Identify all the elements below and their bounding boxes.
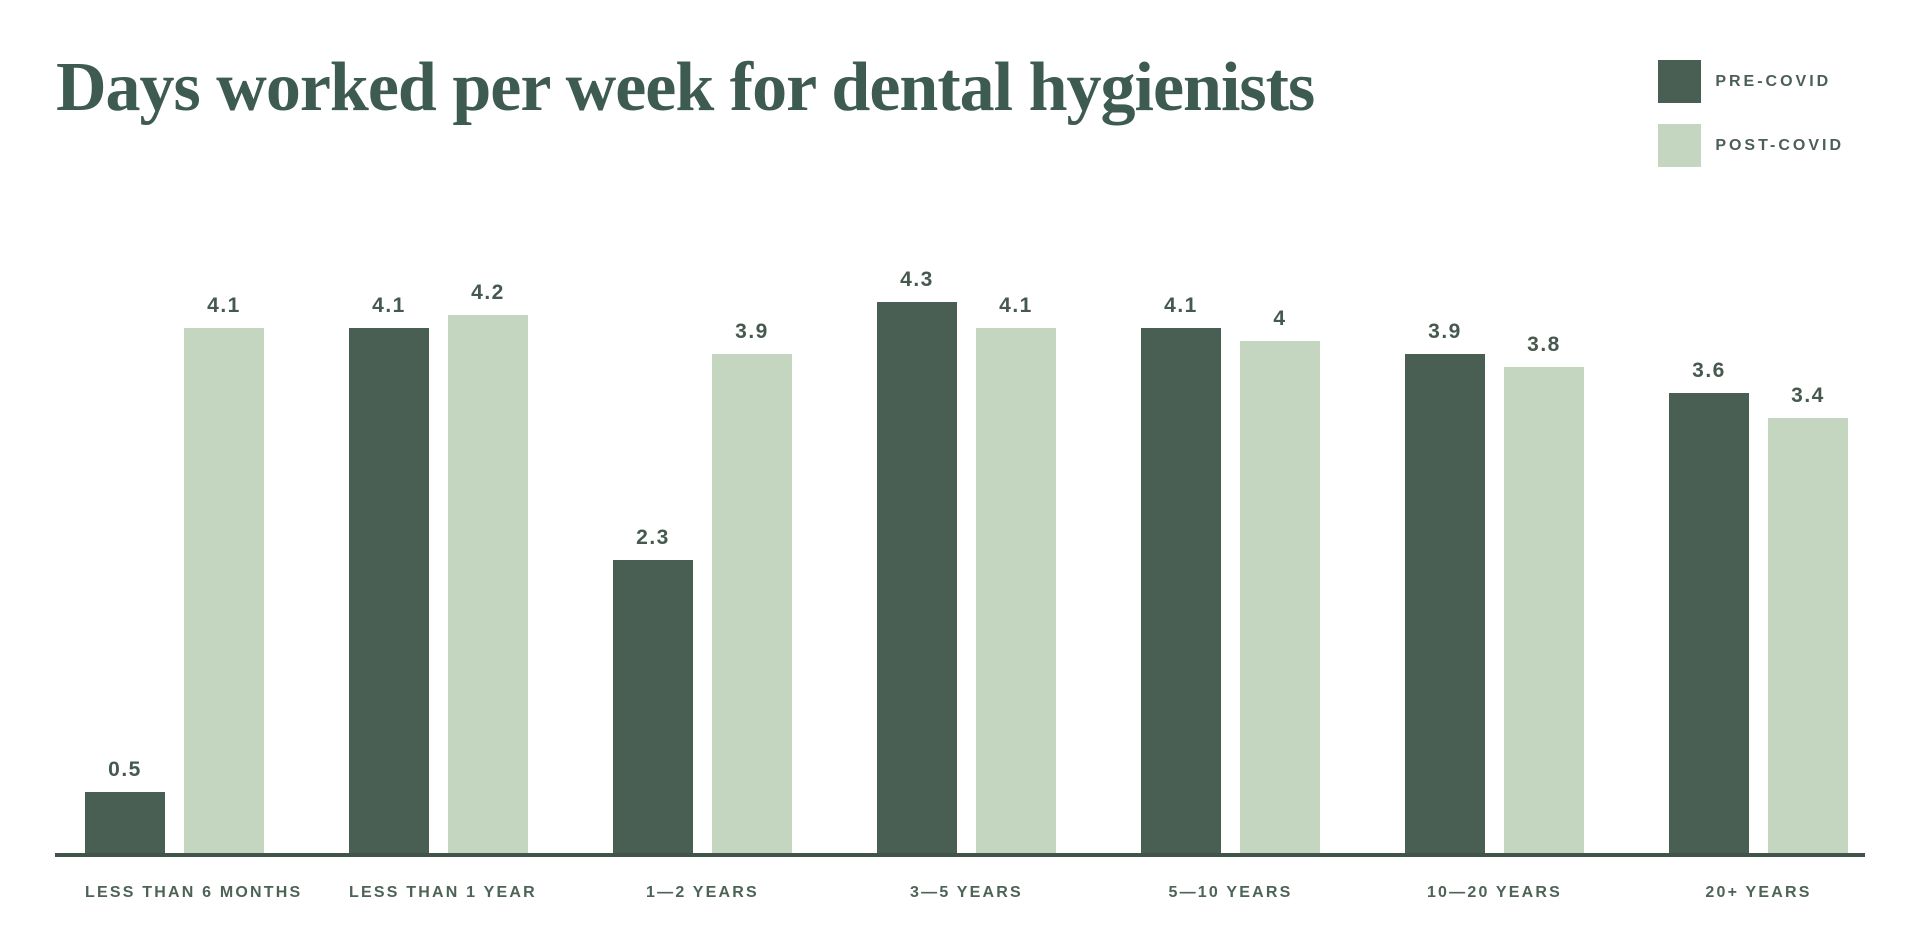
legend: PRE-COVID POST-COVID [1658,60,1844,167]
post-covid-bar-wrap: 3.4 [1768,384,1848,857]
pre-covid-bar [85,792,165,857]
category-label: LESS THAN 1 YEAR [349,884,537,901]
post-covid-bar [1504,367,1584,857]
post-covid-value-label: 4.1 [999,294,1033,317]
category-label: 10—20 YEARS [1426,884,1563,901]
bar-group: 2.3 3.9 [613,320,792,857]
pre-covid-bar-wrap: 4.1 [349,294,429,857]
pre-covid-value-label: 4.3 [900,268,934,291]
x-axis-labels: LESS THAN 6 MONTHS LESS THAN 1 YEAR 1—2 YE… [85,884,1848,902]
pre-covid-value-label: 4.1 [372,294,406,317]
bar-group: 4.3 4.1 [877,268,1056,857]
post-covid-value-label: 4.1 [207,294,241,317]
post-covid-bar [448,315,528,857]
category-label: 20+ YEARS [1705,884,1812,901]
pre-covid-bar-wrap: 3.6 [1669,359,1749,857]
bar-group: 4.1 4 [1141,294,1320,857]
post-covid-value-label: 4.2 [471,281,505,304]
post-covid-value-label: 3.8 [1527,333,1561,356]
bar-group: 3.9 3.8 [1405,320,1584,857]
post-covid-bar-wrap: 4 [1240,307,1320,857]
post-covid-value-label: 3.9 [735,320,769,343]
category-label: 1—2 YEARS [646,884,759,901]
legend-item-post-covid: POST-COVID [1658,124,1844,167]
pre-covid-value-label: 3.6 [1692,359,1726,382]
post-covid-bar [712,354,792,857]
post-covid-bar [1240,341,1320,857]
bar-group: 4.1 4.2 [349,281,528,857]
pre-covid-bar-wrap: 4.1 [1141,294,1221,857]
pre-covid-bar [1141,328,1221,857]
pre-covid-value-label: 4.1 [1164,294,1198,317]
bar-group: 3.6 3.4 [1669,359,1848,857]
category-label: 3—5 YEARS [910,884,1023,901]
bar-group: 0.5 4.1 [85,294,264,857]
category-label: LESS THAN 6 MONTHS [85,884,303,901]
pre-covid-bar [613,560,693,857]
legend-item-pre-covid: PRE-COVID [1658,60,1844,103]
pre-covid-bar-wrap: 4.3 [877,268,957,857]
chart-title: Days worked per week for dental hygienis… [56,49,1315,126]
post-covid-bar-wrap: 3.9 [712,320,792,857]
post-covid-value-label: 3.4 [1791,384,1825,407]
post-covid-bar [1768,418,1848,857]
post-covid-bar-wrap: 3.8 [1504,333,1584,857]
pre-covid-swatch [1658,60,1702,103]
bar-groups: 0.5 4.1 4.1 4.2 2.3 3.9 4.3 4.1 4.1 4 3.9 3.8 3.6 3.4 [85,268,1848,857]
pre-covid-bar [1669,393,1749,857]
post-covid-swatch [1658,124,1702,167]
pre-covid-value-label: 3.9 [1428,320,1462,343]
pre-covid-bar [877,302,957,857]
category-label: 5—10 YEARS [1168,884,1293,901]
post-covid-bar-wrap: 4.1 [184,294,264,857]
pre-covid-bar-wrap: 3.9 [1405,320,1485,857]
pre-covid-bar [349,328,429,857]
post-covid-bar-wrap: 4.1 [976,294,1056,857]
post-covid-bar-wrap: 4.2 [448,281,528,857]
legend-label-post-covid: POST-COVID [1715,136,1844,154]
pre-covid-value-label: 2.3 [636,526,670,549]
pre-covid-bar [1405,354,1485,857]
pre-covid-bar-wrap: 0.5 [85,758,165,857]
post-covid-bar [976,328,1056,857]
pre-covid-bar-wrap: 2.3 [613,526,693,857]
legend-label-pre-covid: PRE-COVID [1715,72,1832,90]
post-covid-value-label: 4 [1273,307,1287,330]
post-covid-bar [184,328,264,857]
x-axis-line [55,853,1865,857]
pre-covid-value-label: 0.5 [108,758,142,781]
